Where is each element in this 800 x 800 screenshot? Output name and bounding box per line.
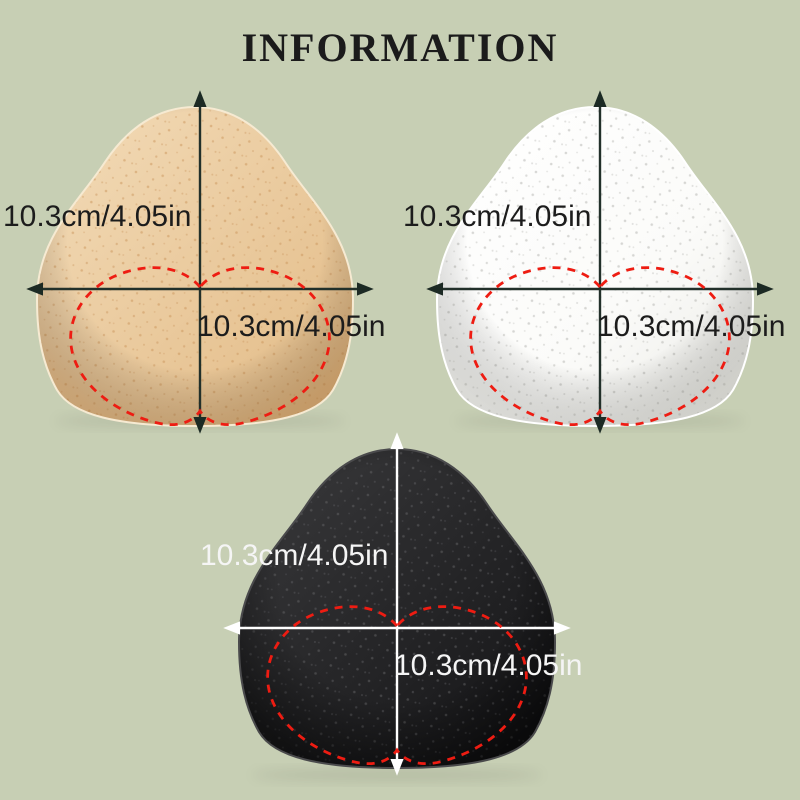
- svg-text:10.3cm/4.05in: 10.3cm/4.05in: [403, 200, 591, 233]
- svg-text:10.3cm/4.05in: 10.3cm/4.05in: [3, 200, 191, 233]
- svg-text:10.3cm/4.05in: 10.3cm/4.05in: [200, 539, 388, 572]
- svg-text:10.3cm/4.05in: 10.3cm/4.05in: [597, 310, 785, 343]
- svg-text:10.3cm/4.05in: 10.3cm/4.05in: [394, 649, 582, 682]
- svg-text:10.3cm/4.05in: 10.3cm/4.05in: [197, 310, 385, 343]
